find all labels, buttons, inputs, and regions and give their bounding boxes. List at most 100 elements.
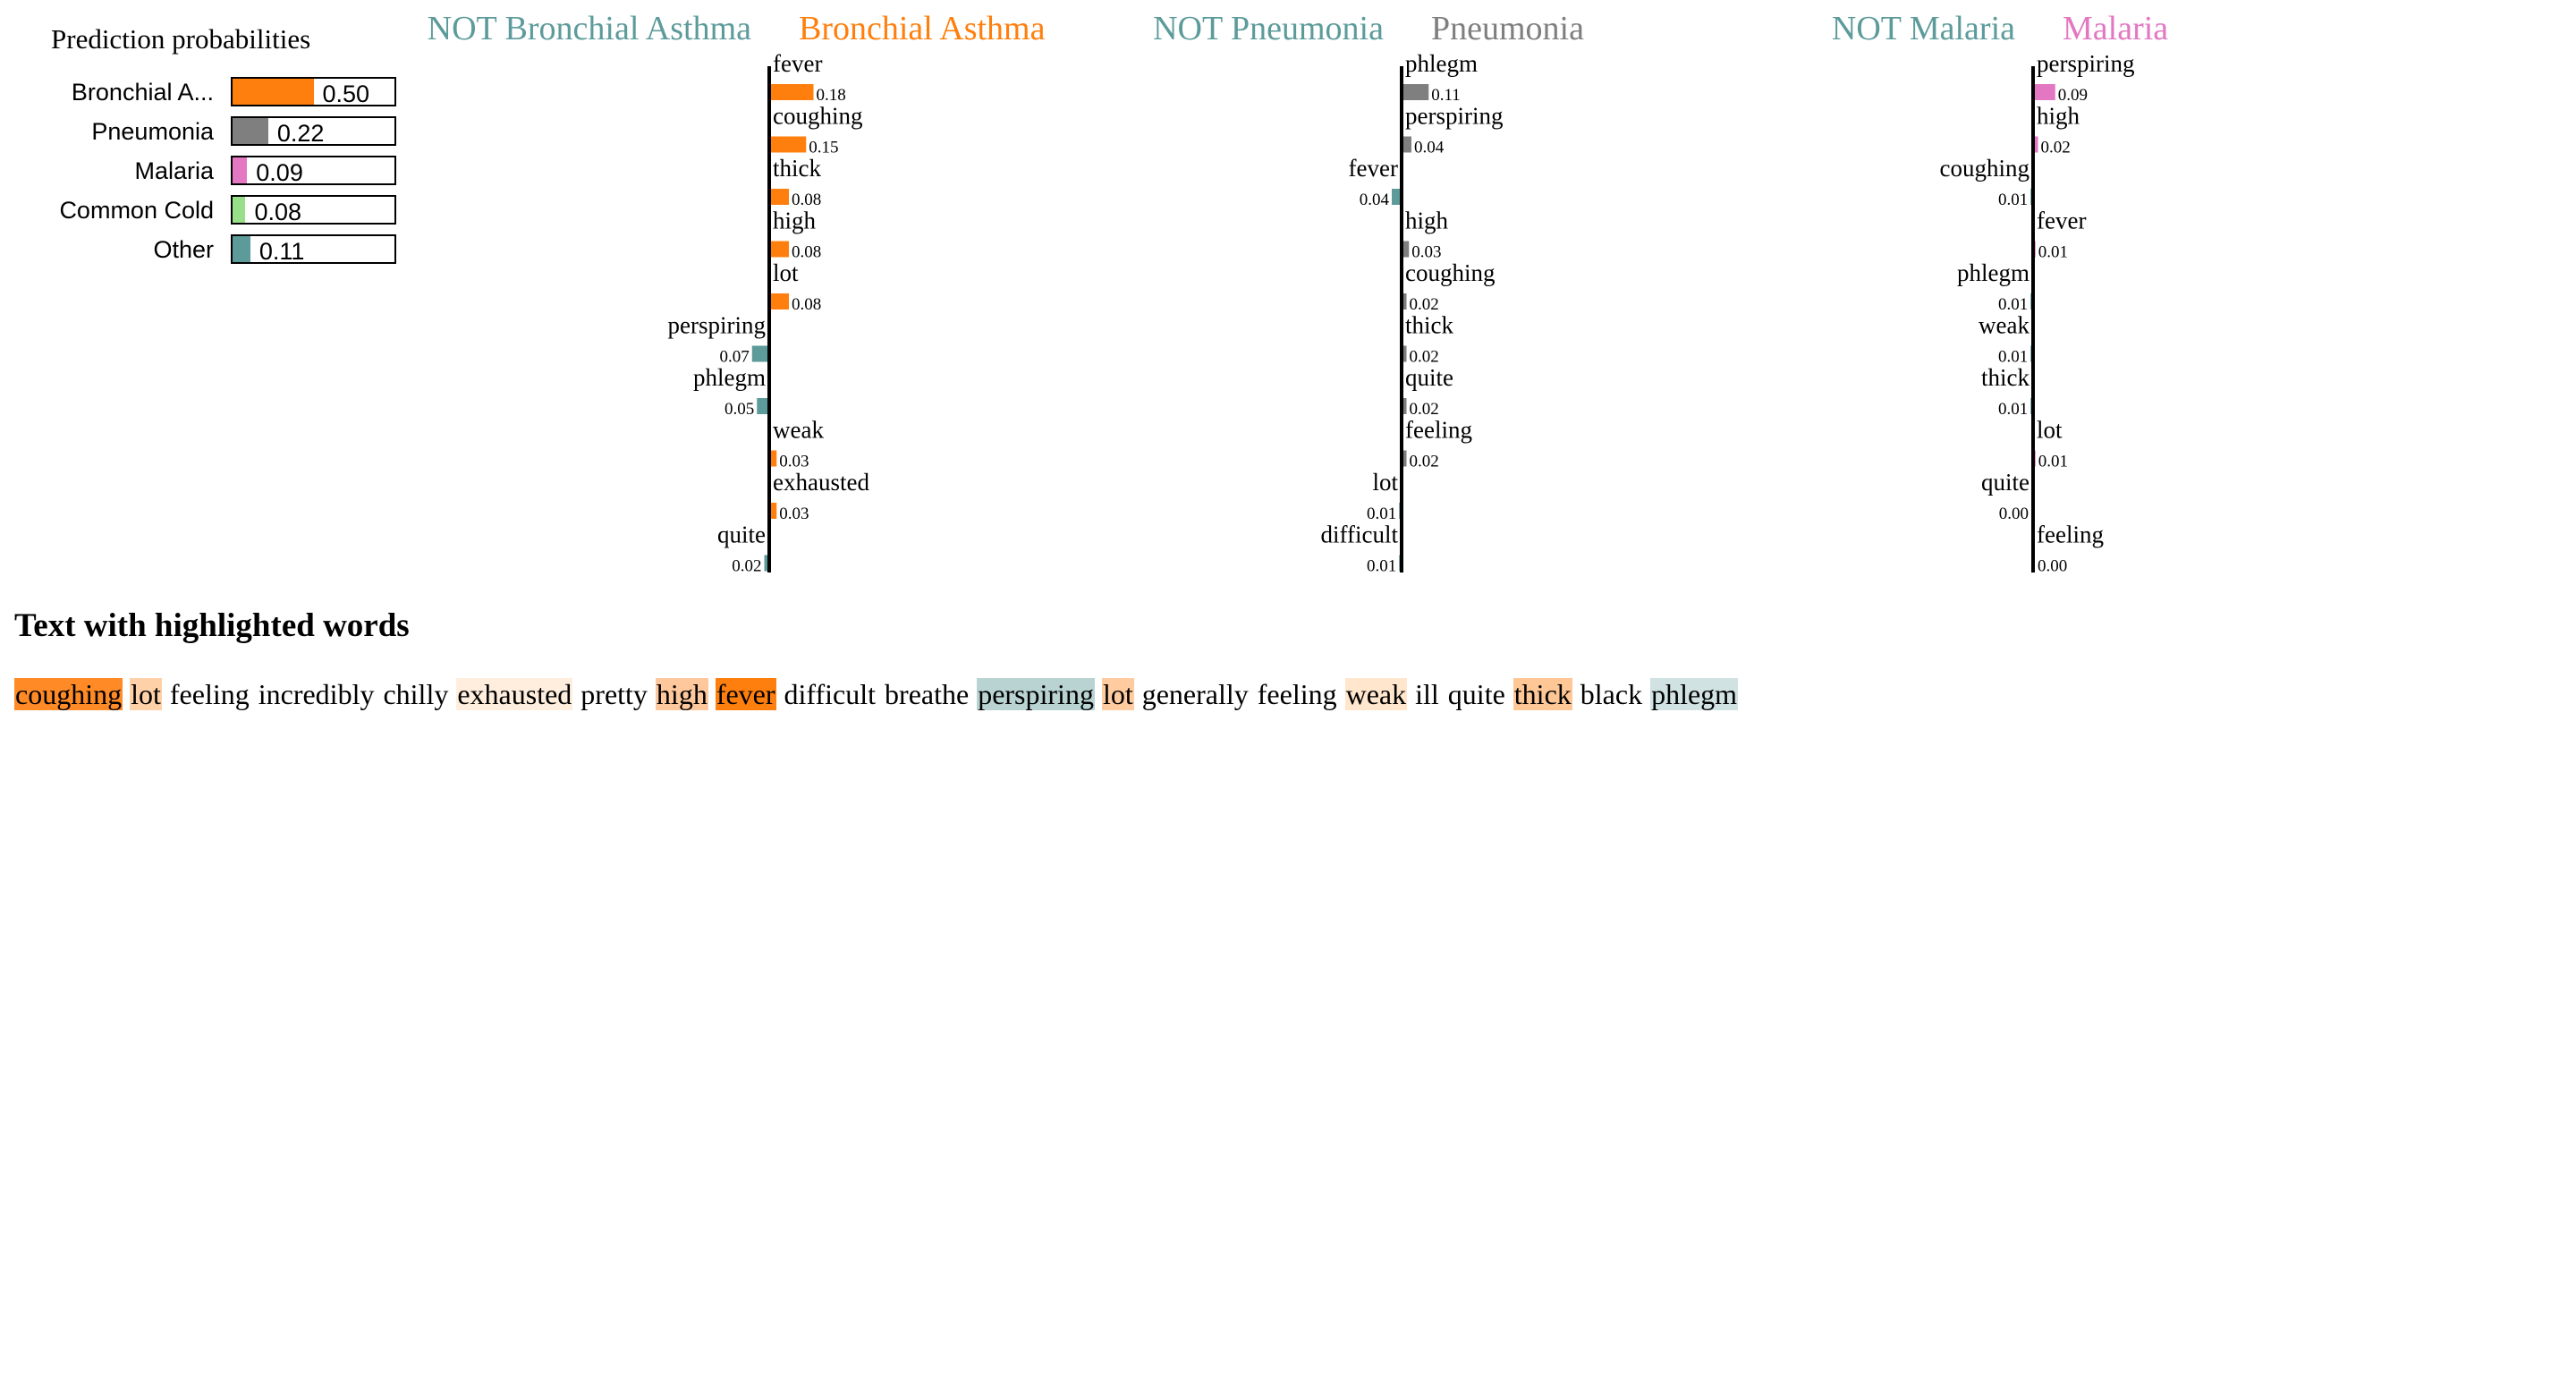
feature-bar (1402, 345, 1407, 362)
feature-word: lot (773, 259, 799, 286)
feature-bar (1402, 293, 1407, 310)
feature-bar (757, 398, 769, 414)
feature-value: 0.18 (817, 86, 846, 105)
probability-bar-frame: 0.50 (231, 77, 396, 107)
highlighted-word: perspiring (977, 678, 1095, 710)
class-label-positive: Pneumonia (1431, 10, 1584, 47)
probability-value: 0.11 (258, 238, 305, 265)
explanation-chart-bronchial-asthma: NOT Bronchial Asthma Bronchial Asthma feve… (428, 0, 1091, 590)
feature-value: 0.02 (1410, 400, 1439, 419)
class-label-negative: NOT Bronchial Asthma (428, 10, 752, 47)
feature-value: 0.03 (1411, 243, 1441, 262)
probability-bar (233, 157, 248, 183)
probability-value: 0.50 (322, 81, 370, 107)
explanation-chart-pneumonia: NOT Pneumonia Pneumonia phlegm 0.11 perspiri… (1073, 0, 1753, 590)
feature-value: 0.02 (2041, 139, 2071, 157)
feature-bar (751, 345, 769, 362)
highlighted-word: fever (715, 678, 776, 710)
feature-bar (769, 84, 814, 100)
class-label-positive: Malaria (2063, 10, 2168, 47)
feature-value: 0.02 (1410, 453, 1439, 471)
highlighted-text-title: Text with highlighted words (14, 607, 410, 644)
highlighted-word: difficult (784, 678, 877, 710)
feature-word: high (773, 208, 817, 234)
probability-label: Malaria (134, 157, 214, 184)
feature-bar (769, 503, 777, 519)
feature-word: thick (1405, 312, 1453, 339)
probability-label: Other (153, 236, 214, 263)
feature-value: 0.01 (2038, 453, 2068, 471)
highlighted-word: breathe (885, 678, 970, 710)
prediction-probabilities: Prediction probabilities Bronchial A... 0… (0, 0, 429, 295)
feature-word: high (1405, 208, 1449, 234)
explanation-svg: NOT Pneumonia Pneumonia phlegm 0.11perspiri… (1153, 10, 1584, 576)
highlighted-word: exhausted (456, 678, 573, 710)
highlighted-word: phlegm (1650, 678, 1739, 710)
class-label-negative: NOT Pneumonia (1153, 10, 1384, 47)
feature-word: fever (1349, 155, 1398, 182)
probability-label: Common Cold (59, 197, 214, 224)
feature-bar (1392, 189, 1402, 205)
highlighted-word: incredibly (258, 678, 375, 710)
feature-word: coughing (1940, 155, 2030, 182)
feature-value: 0.05 (724, 400, 754, 419)
highlighted-word: lot (1101, 678, 1134, 710)
feature-value: 0.04 (1360, 191, 1390, 209)
feature-value: 0.01 (1998, 295, 2028, 314)
feature-value: 0.01 (2038, 243, 2068, 262)
feature-bar (1402, 136, 1411, 153)
probability-row: Malaria 0.09 (0, 156, 411, 188)
feature-word: perspiring (1405, 103, 1503, 130)
feature-word: fever (773, 50, 822, 77)
highlighted-word: weak (1344, 678, 1408, 710)
feature-bar (769, 293, 789, 310)
feature-value: 0.08 (792, 191, 821, 209)
feature-value: 0.01 (1998, 400, 2028, 419)
feature-word: weak (773, 417, 824, 444)
probability-bar (233, 236, 250, 262)
feature-value: 0.15 (809, 139, 838, 157)
feature-value: 0.11 (1431, 86, 1461, 105)
feature-word: perspiring (2037, 50, 2134, 77)
feature-word: thick (773, 155, 821, 182)
highlighted-word: feeling (169, 678, 250, 710)
highlighted-word: high (655, 678, 708, 710)
feature-value: 0.03 (779, 453, 809, 471)
feature-value: 0.02 (1410, 295, 1439, 314)
probability-row: Pneumonia 0.22 (0, 116, 411, 148)
highlighted-word: feeling (1257, 678, 1337, 710)
feature-value: 0.04 (1414, 139, 1445, 157)
feature-value: 0.09 (2058, 86, 2088, 105)
highlighted-word: coughing (14, 678, 123, 710)
feature-value: 0.02 (732, 557, 761, 576)
class-label-negative: NOT Malaria (1832, 10, 2015, 47)
feature-word: weak (1979, 312, 2029, 339)
feature-word: lot (1372, 469, 1398, 496)
probability-bar (233, 197, 246, 223)
highlighted-word: generally (1141, 678, 1249, 710)
feature-word: feeling (1405, 417, 1472, 444)
highlighted-word: pretty (580, 678, 648, 710)
probability-row: Bronchial A... 0.50 (0, 77, 411, 109)
feature-word: difficult (1321, 522, 1399, 548)
feature-word: coughing (1405, 259, 1496, 286)
highlighted-word: thick (1513, 678, 1572, 710)
feature-word: quite (1405, 364, 1453, 391)
class-label-positive: Bronchial Asthma (799, 10, 1046, 47)
feature-word: phlegm (693, 364, 766, 391)
highlighted-word: black (1580, 678, 1643, 710)
probability-value: 0.08 (254, 199, 302, 225)
feature-word: high (2037, 103, 2080, 130)
explanation-chart-malaria: NOT Malaria Malaria perspiring 0.09 high 0.02… (1717, 0, 2397, 590)
feature-word: fever (2037, 208, 2086, 234)
feature-word: quite (717, 522, 766, 548)
feature-word: feeling (2037, 522, 2104, 548)
feature-bar (1402, 398, 1407, 414)
feature-value: 0.01 (1367, 557, 1396, 576)
feature-value: 0.00 (2038, 557, 2067, 576)
probability-label: Pneumonia (91, 118, 214, 145)
feature-word: phlegm (1957, 259, 2029, 286)
feature-bar (1402, 450, 1407, 467)
feature-value: 0.08 (792, 243, 821, 262)
